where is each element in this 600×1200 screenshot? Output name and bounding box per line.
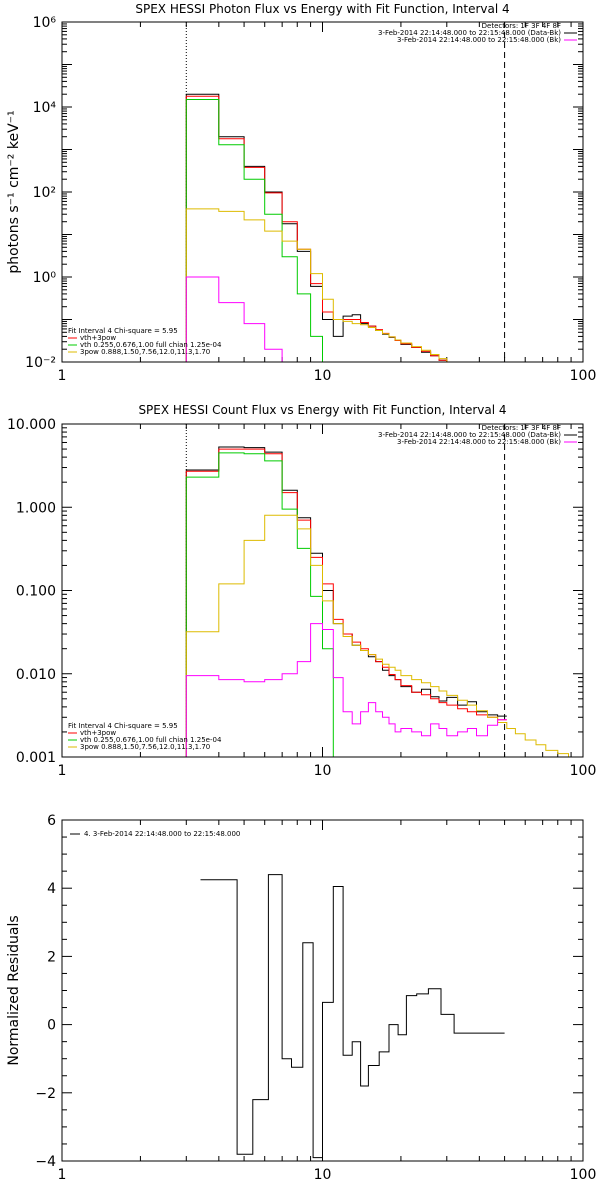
legend-entry: Detectors: 1F 3F 4F 8F <box>482 22 561 30</box>
legend-entry: Detectors: 1F 3F 4F 8F <box>482 424 561 432</box>
series-1 <box>185 446 507 757</box>
panel-1: SPEX HESSI Photon Flux vs Energy with Fi… <box>6 2 597 384</box>
series-1 <box>185 93 448 362</box>
series-2 <box>185 448 507 757</box>
data-series <box>200 874 505 1159</box>
panel-3: 1 10 100 −4 −2 0 2 4 6 Normalized Residuals 4. 3-F… <box>6 813 596 1183</box>
legend-entry: 3-Feb-2014 22:14:48.000 to 22:15:48.000 … <box>397 438 561 446</box>
legend-entry: 3-Feb-2014 22:14:48.000 to 22:15:48.000 … <box>397 36 561 44</box>
x-tick-label: 1 <box>58 763 67 779</box>
legend-entry: 3pow 0.888,1.50,7.56,12.0,11.3,1.70 <box>80 348 210 356</box>
y-tick-label: 10⁰ <box>33 270 57 286</box>
chart-title: SPEX HESSI Count Flux vs Energy with Fit… <box>138 403 506 417</box>
plot-frame <box>61 21 584 363</box>
y-tick-label: 0.010 <box>16 667 56 683</box>
series-3 <box>185 99 323 362</box>
legend-entry: 3-Feb-2014 22:14:48.000 to 22:15:48.000 … <box>378 431 561 439</box>
series-4 <box>185 514 579 757</box>
legend-entry: 3-Feb-2014 22:14:48.000 to 22:15:48.000 … <box>378 29 561 37</box>
legend-entry: vth 0.255,0.676,1.00 full chian 1.25e-04 <box>80 736 222 744</box>
y-tick-label: 4 <box>47 881 56 897</box>
plot-frame <box>61 819 584 1162</box>
y-axis-label: photons s⁻¹ cm⁻² keV⁻¹ <box>6 110 22 273</box>
legend-entry: Fit Interval 4 Chi-square = 5.95 <box>68 722 178 730</box>
y-tick-label: 6 <box>47 813 56 829</box>
series-4 <box>185 208 448 362</box>
series-2 <box>185 95 448 362</box>
chart-title: SPEX HESSI Photon Flux vs Energy with Fi… <box>135 2 509 16</box>
legend-entry: Fit Interval 4 Chi-square = 5.95 <box>68 327 178 335</box>
y-tick-label: 10⁶ <box>33 15 57 31</box>
panel-2: SPEX HESSI Count Flux vs Energy with Fit… <box>7 403 597 779</box>
y-tick-label: −2 <box>35 1086 56 1102</box>
y-tick-label: 1.000 <box>16 500 56 516</box>
series-5 <box>185 623 507 757</box>
y-tick-label: 2 <box>47 949 56 965</box>
y-tick-label: 10.000 <box>7 417 56 433</box>
y-tick-label: 10² <box>33 185 56 201</box>
x-tick-label: 1 <box>58 1167 67 1183</box>
x-tick-label: 10 <box>314 368 332 384</box>
y-tick-label: 0 <box>47 1018 56 1034</box>
x-tick-label: 100 <box>570 368 597 384</box>
legend-entry: vth 0.255,0.676,1.00 full chian 1.25e-04 <box>80 341 222 349</box>
x-tick-label: 100 <box>570 1167 597 1183</box>
y-tick-label: 10⁻² <box>25 355 56 371</box>
series-3 <box>185 452 334 757</box>
legend-entry: 4. 3-Feb-2014 22:14:48.000 to 22:15:48.0… <box>84 830 240 838</box>
y-tick-label: 0.100 <box>16 584 56 600</box>
x-tick-label: 100 <box>570 763 597 779</box>
series-1 <box>200 874 505 1159</box>
plot-frame <box>61 423 584 758</box>
y-tick-label: 0.001 <box>16 750 56 766</box>
y-axis-label: Normalized Residuals <box>6 915 22 1065</box>
y-tick-label: −4 <box>35 1154 56 1170</box>
x-tick-label: 1 <box>58 368 67 384</box>
y-tick-label: 10⁴ <box>33 100 57 116</box>
data-series <box>185 446 579 757</box>
data-series <box>185 93 448 362</box>
legend-entry: vth+3pow <box>80 729 116 737</box>
legend-entry: vth+3pow <box>80 334 116 342</box>
series-5 <box>185 276 283 362</box>
x-tick-label: 10 <box>314 763 332 779</box>
legend-entry: 3pow 0.888,1.50,7.56,12.0,11.3,1.70 <box>80 743 210 751</box>
x-tick-label: 10 <box>314 1167 332 1183</box>
